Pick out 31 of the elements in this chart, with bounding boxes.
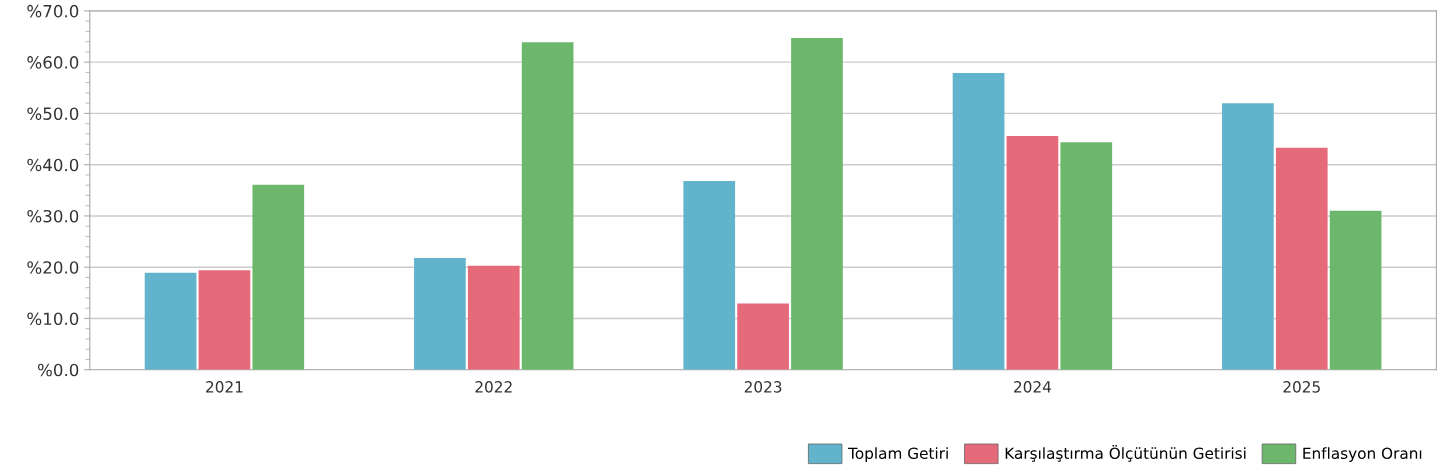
x-tick-label: 2023 [744,381,782,393]
y-tick-label: %70.0 [27,4,79,18]
legend-label: Enflasyon Oranı [1303,447,1422,462]
bar [952,72,1005,370]
x-tick-label: 2025 [1283,381,1320,393]
y-tick-label: %0.0 [37,363,79,377]
bar [1329,210,1382,370]
legend-label: Karşılaştırma Ölçütünün Getirisi [1005,444,1246,462]
bar [198,270,251,370]
y-tick-label: %60.0 [27,56,79,69]
y-tick-label: %40.0 [27,158,79,172]
y-tick-label: %20.0 [27,261,79,274]
bar [737,303,789,370]
y-tick-label: %50.0 [27,107,79,120]
bar [1275,147,1328,370]
x-tick-label: 2021 [206,381,243,393]
bar [791,38,843,370]
bar [467,265,520,370]
bar [252,184,305,370]
bar [1060,142,1113,370]
legend-label: Toplam Getiri [848,447,948,462]
x-tick-label: 2022 [475,381,512,393]
bar [414,257,466,370]
bar [144,272,197,370]
bar [683,181,736,370]
y-tick-label: %10.0 [27,312,79,326]
x-tick-label: 2024 [1014,381,1052,393]
y-tick-label: %30.0 [27,209,79,223]
bar [1222,103,1274,370]
bar [1006,135,1059,370]
bar [521,42,574,370]
